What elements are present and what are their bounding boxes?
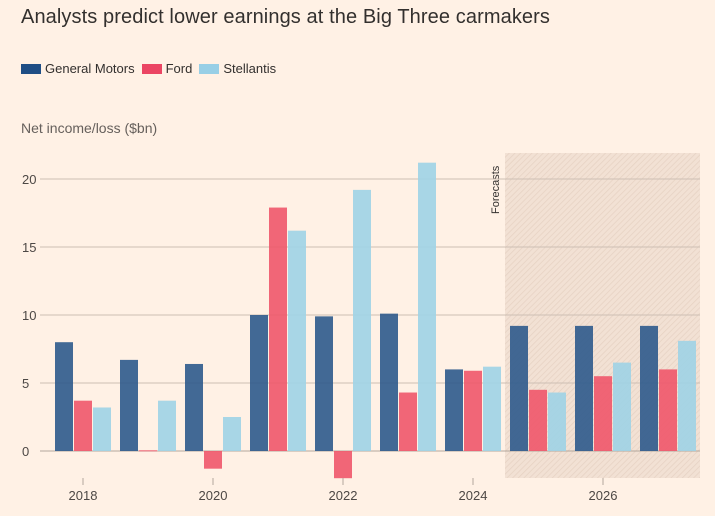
- legend-swatch-stellantis: [199, 63, 220, 74]
- bar-general-motors-2024: [445, 369, 463, 451]
- bar-stellantis-2018: [93, 407, 111, 451]
- legend-item-general-motors: General Motors: [21, 61, 135, 76]
- bar-stellantis-2020: [223, 417, 241, 451]
- legend-item-stellantis: Stellantis: [199, 61, 276, 76]
- bar-stellantis-2026: [613, 362, 631, 451]
- bar-stellantis-2025: [548, 392, 566, 451]
- bar-ford-2020: [204, 451, 222, 469]
- y-tick-label: 0: [22, 444, 29, 459]
- bar-stellantis-2019: [158, 400, 176, 451]
- bar-ford-2025: [529, 389, 547, 451]
- y-tick-label: 5: [22, 376, 29, 391]
- legend-swatch-general-motors: [21, 63, 41, 74]
- bar-general-motors-2021: [250, 315, 268, 451]
- bar-stellantis-2027: [678, 340, 696, 451]
- legend-label: Ford: [165, 61, 193, 76]
- y-tick-label: 20: [22, 172, 36, 187]
- bar-general-motors-2019: [120, 359, 138, 451]
- bar-stellantis-2024: [483, 366, 501, 451]
- legend-swatch-ford: [141, 63, 162, 74]
- y-tick-label: 10: [22, 308, 36, 323]
- y-tick-label: 15: [22, 240, 36, 255]
- bar-ford-2027: [659, 369, 677, 451]
- bar-general-motors-2025: [510, 325, 528, 451]
- bar-general-motors-2022: [315, 316, 333, 451]
- legend: General Motors Ford Stellantis: [21, 61, 283, 76]
- bar-ford-2022: [334, 451, 352, 479]
- legend-item-ford: Ford: [141, 61, 193, 76]
- x-tick-label: 2022: [329, 488, 358, 503]
- bar-ford-2019: [139, 450, 157, 452]
- x-tick-label: 2026: [589, 488, 618, 503]
- bar-stellantis-2021: [288, 230, 306, 451]
- bar-general-motors-2026: [575, 325, 593, 451]
- bar-general-motors-2023: [380, 313, 398, 451]
- x-tick-label: 2018: [69, 488, 98, 503]
- bar-ford-2018: [74, 400, 92, 451]
- legend-label: General Motors: [45, 61, 135, 76]
- x-tick-label: 2020: [199, 488, 228, 503]
- bar-general-motors-2027: [640, 325, 658, 451]
- bar-stellantis-2022: [353, 189, 371, 451]
- x-tick-label: 2024: [459, 488, 488, 503]
- bar-ford-2024: [464, 370, 482, 451]
- forecast-label: Forecasts: [490, 165, 502, 214]
- bar-ford-2023: [399, 392, 417, 451]
- bar-ford-2026: [594, 376, 612, 451]
- y-axis-label: Net income/loss ($bn): [21, 120, 158, 136]
- bar-general-motors-2018: [55, 342, 73, 451]
- legend-label: Stellantis: [223, 61, 277, 76]
- bar-general-motors-2020: [185, 363, 203, 451]
- bar-ford-2021: [269, 207, 287, 451]
- chart-title: Analysts predict lower earnings at the B…: [21, 6, 551, 28]
- bar-stellantis-2023: [418, 162, 436, 451]
